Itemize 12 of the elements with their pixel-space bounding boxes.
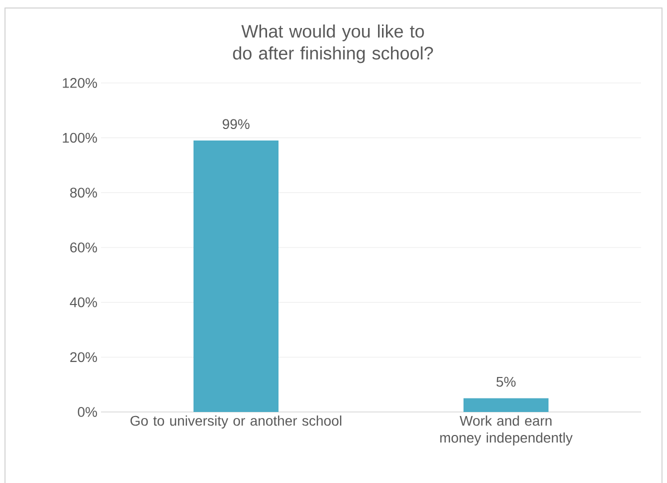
data-label: 5% bbox=[496, 376, 516, 387]
y-tick-label: 60% bbox=[70, 242, 97, 252]
x-tick-label: Work and earn money independently bbox=[440, 416, 573, 446]
y-tick-label: 80% bbox=[70, 188, 97, 198]
y-tick-label: 20% bbox=[70, 352, 97, 362]
y-tick-label: 0% bbox=[78, 407, 97, 417]
data-label: 99% bbox=[222, 119, 250, 130]
chart-title: What would you like to do after finishing school? bbox=[233, 24, 433, 64]
y-tick-label: 40% bbox=[70, 297, 97, 308]
y-tick-label: 100% bbox=[62, 132, 97, 143]
x-tick-label: Go to university or another school bbox=[130, 416, 342, 429]
y-tick-label: 120% bbox=[62, 78, 97, 88]
